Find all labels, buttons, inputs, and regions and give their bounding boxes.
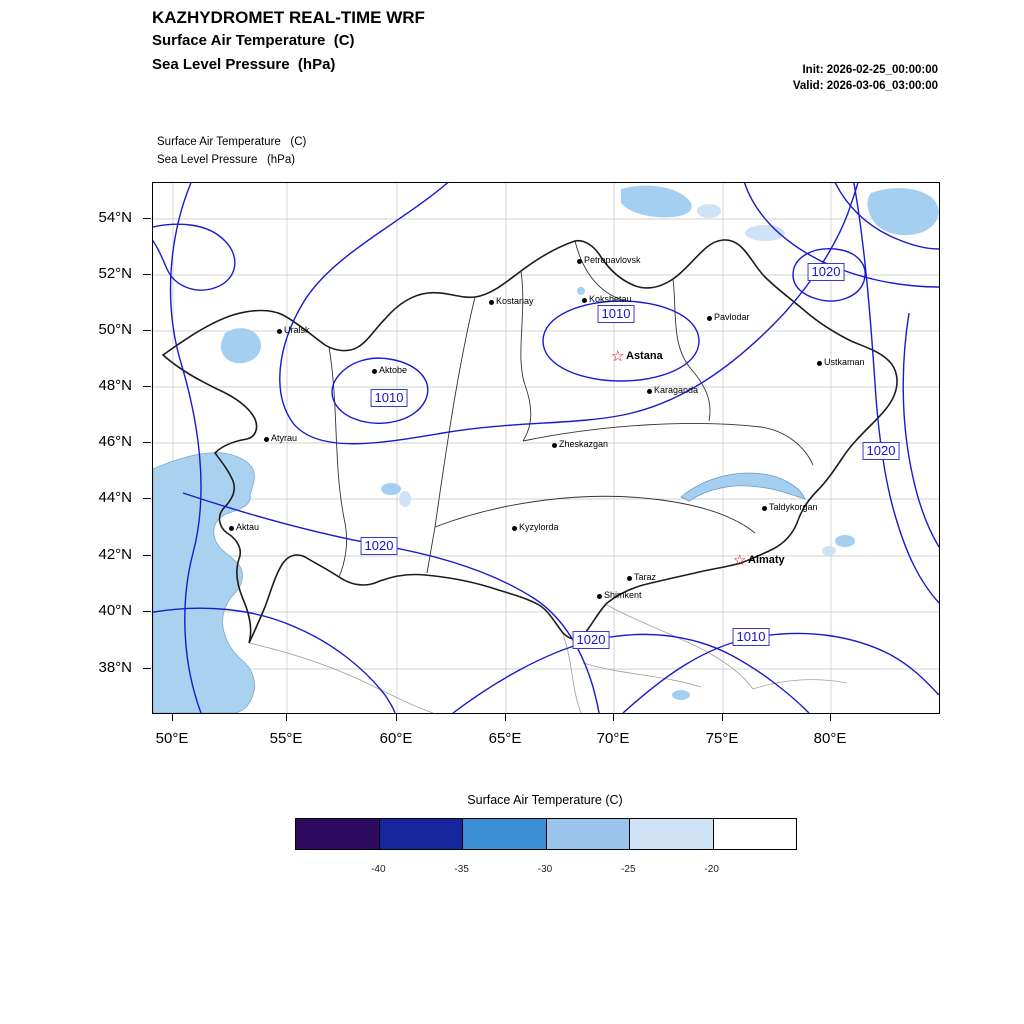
neighbor-borders [248, 604, 848, 713]
map-canvas: Petropavlovsk Kostanay Kokshetau Pavlodar Ur… [152, 182, 940, 714]
lon-tick-label: 80°E [813, 730, 847, 747]
colorbar-tick-label: -25 [621, 864, 636, 875]
lon-tick-label: 65°E [488, 730, 522, 747]
valid-time: Valid: 2026-03-06_03:00:00 [792, 80, 938, 92]
lat-tick-mark [143, 386, 151, 387]
oblast-borders [328, 240, 814, 578]
lon-tick-label: 50°E [155, 730, 189, 747]
lat-tick-label: 54°N [98, 209, 132, 226]
lat-tick-mark [143, 274, 151, 275]
lon-tick-mark [505, 713, 506, 721]
lat-tick-mark [143, 442, 151, 443]
lat-tick-mark [143, 330, 151, 331]
isobar-contours [153, 183, 939, 713]
lat-tick-mark [143, 498, 151, 499]
lat-tick-label: 38°N [98, 659, 132, 676]
colorbar-tick-label: -35 [454, 864, 469, 875]
lon-tick-mark [172, 713, 173, 721]
lon-tick-mark [830, 713, 831, 721]
lon-tick-mark [286, 713, 287, 721]
graticule [153, 183, 939, 713]
lat-tick-mark [143, 668, 151, 669]
lon-tick-mark [396, 713, 397, 721]
colorbar [295, 818, 797, 850]
lat-tick-label: 44°N [98, 489, 132, 506]
lon-tick-label: 70°E [596, 730, 630, 747]
field-label-pressure: Sea Level Pressure (hPa) [157, 154, 296, 166]
map-background [153, 183, 939, 713]
lat-tick-label: 48°N [98, 377, 132, 394]
colorbar-segment [379, 819, 463, 849]
lat-tick-label: 50°N [98, 321, 132, 338]
colorbar-segment [546, 819, 630, 849]
subtitle-temperature: Surface Air Temperature (C) [152, 32, 355, 49]
lat-tick-label: 40°N [98, 602, 132, 619]
colorbar-segment [296, 819, 380, 849]
colorbar-tick-label: -40 [371, 864, 386, 875]
lat-tick-mark [143, 555, 151, 556]
map-svg [153, 183, 939, 713]
field-label-temperature: Surface Air Temperature (C) [157, 136, 307, 148]
lat-tick-mark [143, 218, 151, 219]
subtitle-pressure: Sea Level Pressure (hPa) [152, 56, 336, 73]
lake-balkhash [680, 472, 806, 502]
lat-tick-label: 46°N [98, 433, 132, 450]
lon-tick-label: 60°E [379, 730, 413, 747]
lat-tick-mark [143, 611, 151, 612]
lat-tick-label: 52°N [98, 265, 132, 282]
page-title: KAZHYDROMET REAL-TIME WRF [152, 8, 425, 27]
run-times: Init: 2026-02-25_00:00:00 Valid: 2026-03… [793, 62, 938, 94]
lon-tick-label: 55°E [269, 730, 303, 747]
kazakhstan-border [161, 239, 898, 644]
lat-tick-label: 42°N [98, 546, 132, 563]
caspian-sea [153, 452, 255, 713]
colorbar-tick-label: -30 [537, 864, 553, 875]
colorbar-tick-label: -20 [704, 864, 719, 875]
init-time: Init: 2026-02-25_00:00:00 [802, 64, 938, 76]
colorbar-segment [713, 819, 796, 849]
lon-tick-mark [613, 713, 614, 721]
colorbar-title: Surface Air Temperature (C) [467, 793, 623, 807]
colorbar-segment [630, 819, 714, 849]
lon-tick-mark [722, 713, 723, 721]
colorbar-segment [463, 819, 547, 849]
lon-tick-label: 75°E [705, 730, 739, 747]
